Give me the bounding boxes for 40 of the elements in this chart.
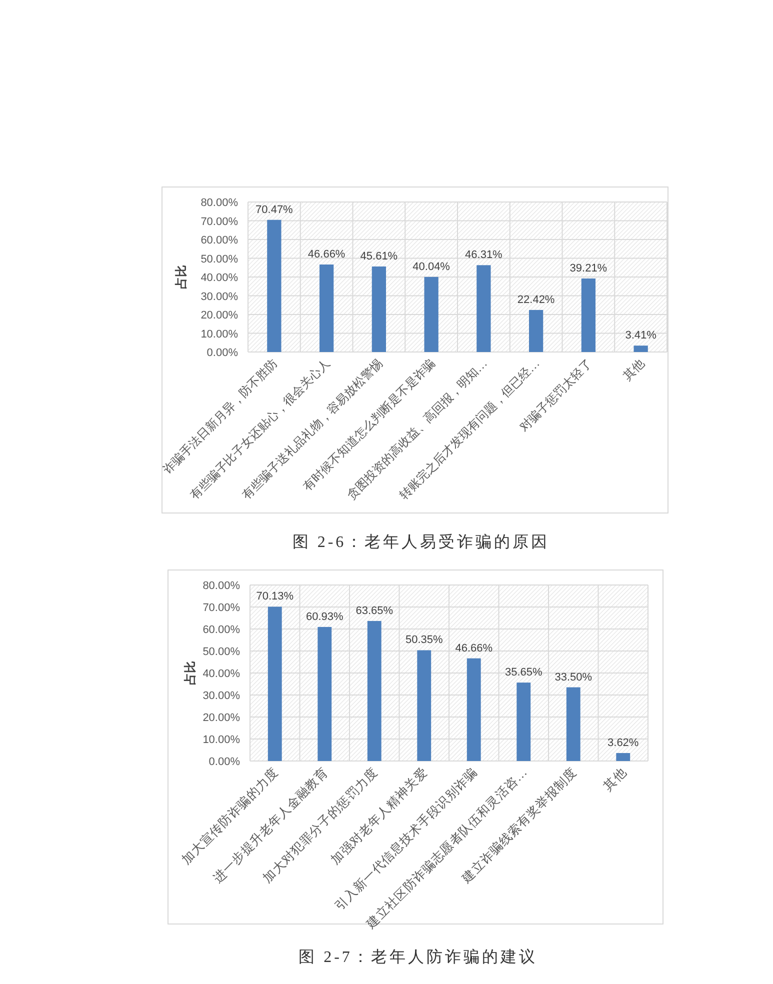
data-label: 40.04%	[412, 260, 450, 273]
y-axis-title: 占比	[174, 265, 188, 289]
data-label: 60.93%	[306, 610, 344, 623]
text: 图 2-6：老年人易受诈骗的原因	[292, 533, 550, 551]
data-label: 46.31%	[465, 249, 503, 262]
data-label: 3.62%	[608, 737, 639, 750]
y-tick-label: 80.00%	[200, 197, 238, 209]
y-tick-label: 10.00%	[202, 734, 240, 746]
data-label: 33.50%	[554, 671, 592, 684]
data-label: 46.66%	[308, 248, 346, 261]
x-tick-label: 其他	[620, 356, 647, 384]
y-tick-label: 10.00%	[200, 328, 238, 340]
y-tick-label: 20.00%	[202, 712, 240, 724]
y-tick-label: 40.00%	[202, 668, 240, 680]
data-label: 3.41%	[625, 330, 657, 342]
y-tick-label: 30.00%	[200, 290, 238, 303]
y-tick-label: 30.00%	[202, 690, 240, 702]
data-label: 50.35%	[405, 634, 443, 646]
data-label: 35.65%	[504, 666, 542, 679]
y-tick-label: 40.00%	[200, 272, 238, 284]
text: 图 2-7：老年人防诈骗的建议	[298, 948, 538, 966]
data-label: 46.66%	[455, 642, 493, 654]
y-tick-label: 70.00%	[202, 602, 240, 614]
y-tick-label: 60.00%	[202, 624, 240, 636]
y-axis-title: 占比	[183, 661, 197, 685]
data-label: 45.61%	[360, 250, 398, 262]
y-tick-label: 20.00%	[200, 310, 238, 322]
data-label: 63.65%	[356, 604, 394, 617]
data-label: 70.47%	[256, 204, 294, 216]
y-tick-label: 50.00%	[202, 646, 240, 658]
y-tick-label: 0.00%	[206, 347, 238, 359]
data-label: 22.42%	[517, 294, 555, 306]
y-tick-label: 70.00%	[200, 216, 238, 228]
y-tick-label: 50.00%	[200, 253, 238, 266]
x-tick-label: 其他	[600, 765, 630, 794]
data-label: 39.21%	[570, 262, 608, 274]
y-tick-label: 0.00%	[208, 756, 240, 768]
y-tick-label: 80.00%	[202, 580, 240, 592]
data-label: 70.13%	[256, 590, 294, 603]
y-tick-label: 60.00%	[200, 234, 238, 246]
